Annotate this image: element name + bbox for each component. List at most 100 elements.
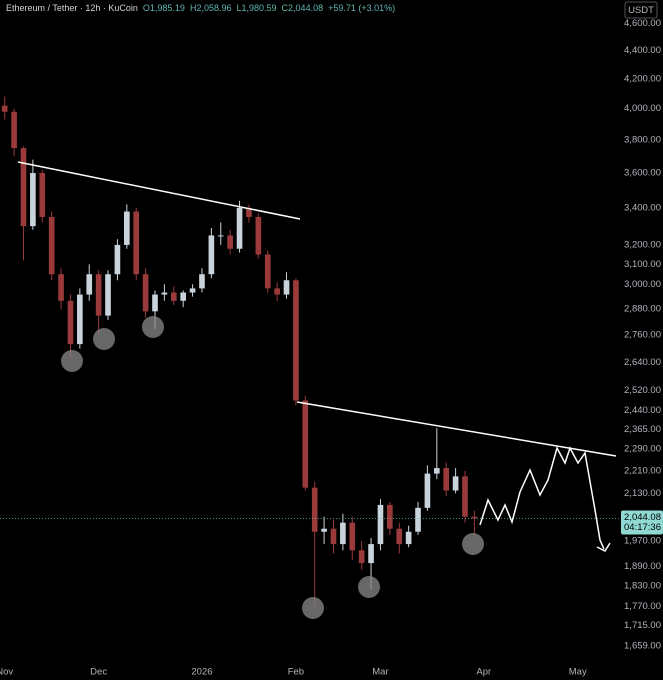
- x-tick-label: Apr: [476, 667, 491, 678]
- y-tick-label: 3,000.00: [624, 279, 661, 290]
- x-tick-label: Mar: [372, 667, 388, 678]
- y-tick-label: 2,290.00: [624, 444, 661, 455]
- countdown-label: 04:17:36: [624, 522, 661, 533]
- price-axis: [621, 0, 663, 680]
- symbol-title: Ethereum / Tether · 12h · KuCoin: [6, 3, 138, 13]
- y-tick-label: 4,000.00: [624, 103, 661, 114]
- candle-body: [349, 522, 356, 551]
- candle-body: [443, 468, 450, 491]
- candle-body: [471, 516, 478, 519]
- symbol-header: Ethereum / Tether · 12h · KuCoin O1,985.1…: [6, 3, 395, 13]
- candle-body: [39, 173, 46, 217]
- x-tick-label: Nov: [0, 667, 13, 678]
- candle-body: [246, 207, 252, 217]
- candle-body: [358, 550, 365, 564]
- pivot-circle: [61, 350, 83, 372]
- y-tick-label: 2,520.00: [624, 385, 661, 396]
- candle-body: [124, 211, 130, 245]
- pivot-circle: [93, 328, 115, 350]
- trendline: [296, 401, 617, 457]
- y-tick-label: 2,440.00: [624, 405, 661, 416]
- y-tick-label: 4,600.00: [624, 18, 661, 29]
- projection-path: [479, 446, 605, 550]
- y-tick-label: 2,880.00: [624, 304, 661, 315]
- y-tick-label: 2,365.00: [624, 424, 661, 435]
- candle-body: [283, 280, 290, 295]
- candle-body: [1, 105, 8, 112]
- last-price-label: 2,044.08: [624, 512, 661, 523]
- candle-body: [462, 476, 468, 517]
- x-tick-label: 2026: [191, 667, 212, 678]
- candle-body: [434, 468, 440, 474]
- pivot-circle: [142, 316, 164, 338]
- y-tick-label: 3,400.00: [624, 202, 661, 213]
- candle-body: [189, 288, 196, 293]
- candle-body: [180, 292, 186, 301]
- pivot-circle: [302, 597, 324, 619]
- candle-body: [95, 274, 102, 316]
- currency-label: USDT: [628, 5, 654, 16]
- last-price-box: [621, 510, 663, 535]
- candle-body: [48, 216, 55, 275]
- axes: 4,600.00 4,400.00 4,200.00 4,000.00 3,800.00…: [0, 18, 663, 678]
- pivot-circle: [462, 533, 484, 555]
- ohlc-value: L1,980.59: [237, 3, 277, 13]
- candle-body: [170, 292, 177, 301]
- candle-body: [199, 274, 205, 289]
- ohlc-value: H2,058.96: [190, 3, 232, 13]
- ohlc-value: C2,044.08: [282, 3, 324, 13]
- candle-body: [217, 235, 224, 237]
- y-tick-label: 2,640.00: [624, 357, 661, 368]
- candle-body: [302, 400, 309, 488]
- y-tick-label: 3,800.00: [624, 135, 661, 146]
- candle-body: [387, 504, 393, 529]
- candle-body: [77, 294, 83, 345]
- candle-body: [30, 173, 36, 227]
- candle-body: [396, 528, 403, 545]
- y-tick-label: 4,400.00: [624, 45, 661, 56]
- pivot-markers: [61, 316, 484, 619]
- candle-body: [405, 531, 412, 545]
- plot-area: [0, 96, 620, 607]
- x-tick-label: Feb: [288, 667, 304, 678]
- candle-body: [452, 476, 459, 491]
- candle-body: [293, 280, 299, 401]
- candle-body: [330, 528, 337, 545]
- y-tick-label: 3,100.00: [624, 259, 661, 270]
- candle-body: [321, 528, 327, 532]
- candle-body: [311, 487, 318, 532]
- candle-body: [377, 504, 384, 545]
- y-tick-label: 1,830.00: [624, 581, 661, 592]
- y-tick-label: 1,715.00: [624, 620, 661, 631]
- candle-body: [264, 254, 271, 289]
- candle-body: [274, 288, 280, 295]
- y-tick-label: 2,210.00: [624, 465, 661, 476]
- projection-arrowhead: [596, 542, 611, 552]
- x-tick-label: May: [569, 667, 587, 678]
- candle-body: [415, 507, 421, 532]
- candle-body: [20, 148, 27, 227]
- candle-body: [58, 274, 64, 301]
- trendline: [17, 161, 301, 220]
- y-tick-label: 1,890.00: [624, 561, 661, 572]
- candle-body: [340, 522, 346, 545]
- y-tick-label: 1,770.00: [624, 601, 661, 612]
- candle-body: [67, 300, 74, 345]
- candle-body: [424, 473, 431, 508]
- candle-body: [86, 274, 93, 295]
- y-tick-label: 3,600.00: [624, 168, 661, 179]
- annotations: [17, 161, 617, 552]
- x-tick-label: Dec: [90, 667, 107, 678]
- candle-body: [161, 292, 168, 295]
- y-tick-label: 3,200.00: [624, 239, 661, 250]
- currency-badge[interactable]: [624, 1, 658, 19]
- y-tick-label: 1,970.00: [624, 536, 661, 547]
- candle-body: [152, 294, 158, 312]
- price-change: +59.71 (+3.01%): [328, 3, 395, 13]
- candle-body: [227, 235, 233, 249]
- candle-body: [114, 244, 121, 275]
- candle-body: [368, 544, 374, 564]
- candle-body: [255, 216, 262, 255]
- ohlc-value: O1,985.19: [143, 3, 185, 13]
